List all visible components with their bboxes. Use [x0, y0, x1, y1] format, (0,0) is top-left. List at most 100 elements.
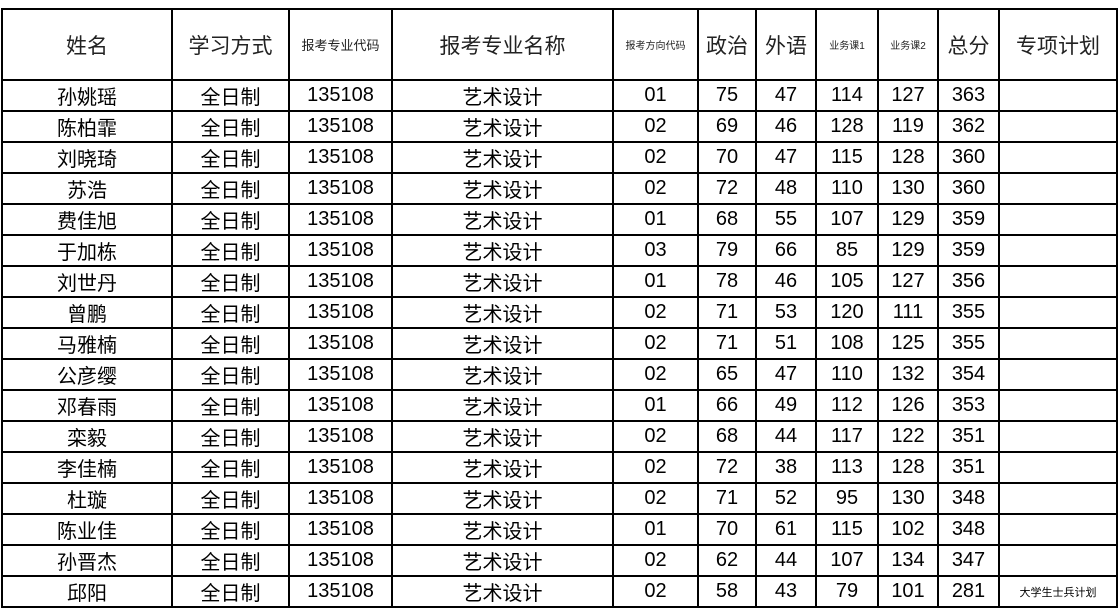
cell-study-mode: 全日制 [171, 141, 290, 174]
table-row: 刘世丹 全日制 135108 艺术设计 01 78 46 105 127 356 [1, 265, 1118, 298]
cell-politics: 69 [697, 110, 757, 143]
cell-politics: 71 [697, 482, 757, 515]
cell-foreign-language: 46 [755, 265, 817, 298]
cell-foreign-language: 48 [755, 172, 817, 205]
cell-course-2: 101 [877, 575, 939, 608]
cell-course-2: 130 [877, 172, 939, 205]
cell-course-1: 110 [815, 172, 879, 205]
cell-foreign-language: 53 [755, 296, 817, 329]
cell-major-name: 艺术设计 [391, 110, 614, 143]
cell-politics: 62 [697, 544, 757, 577]
cell-total: 355 [937, 296, 1000, 329]
cell-politics: 75 [697, 79, 757, 112]
header-direction-code: 报考方向代码 [612, 8, 699, 81]
cell-special-plan [998, 389, 1118, 422]
header-major-code: 报考专业代码 [288, 8, 393, 81]
cell-politics: 65 [697, 358, 757, 391]
cell-course-1: 120 [815, 296, 879, 329]
cell-study-mode: 全日制 [171, 420, 290, 453]
cell-major-name: 艺术设计 [391, 327, 614, 360]
table-row: 孙晋杰 全日制 135108 艺术设计 02 62 44 107 134 347 [1, 544, 1118, 577]
cell-major-code: 135108 [288, 79, 393, 112]
cell-name: 马雅楠 [1, 327, 173, 360]
cell-direction-code: 02 [612, 296, 699, 329]
cell-study-mode: 全日制 [171, 451, 290, 484]
cell-total: 359 [937, 203, 1000, 236]
cell-study-mode: 全日制 [171, 203, 290, 236]
cell-politics: 66 [697, 389, 757, 422]
cell-study-mode: 全日制 [171, 513, 290, 546]
cell-foreign-language: 47 [755, 358, 817, 391]
cell-total: 353 [937, 389, 1000, 422]
cell-special-plan: 大学生士兵计划 [998, 575, 1118, 608]
cell-total: 363 [937, 79, 1000, 112]
header-course-1: 业务课1 [815, 8, 879, 81]
cell-study-mode: 全日制 [171, 79, 290, 112]
cell-name: 公彦缨 [1, 358, 173, 391]
cell-course-1: 95 [815, 482, 879, 515]
cell-major-name: 艺术设计 [391, 172, 614, 205]
cell-special-plan [998, 544, 1118, 577]
table-row: 杜璇 全日制 135108 艺术设计 02 71 52 95 130 348 [1, 482, 1118, 515]
cell-course-2: 129 [877, 203, 939, 236]
cell-foreign-language: 61 [755, 513, 817, 546]
cell-course-1: 115 [815, 141, 879, 174]
cell-foreign-language: 51 [755, 327, 817, 360]
cell-major-code: 135108 [288, 141, 393, 174]
cell-direction-code: 02 [612, 575, 699, 608]
cell-study-mode: 全日制 [171, 296, 290, 329]
cell-major-code: 135108 [288, 172, 393, 205]
cell-total: 348 [937, 482, 1000, 515]
header-total: 总分 [937, 8, 1000, 81]
header-major-name: 报考专业名称 [391, 8, 614, 81]
cell-course-1: 110 [815, 358, 879, 391]
header-row: 姓名 学习方式 报考专业代码 报考专业名称 报考方向代码 政治 外语 业务课1 业务课2 总分 专项… [1, 8, 1118, 81]
cell-major-name: 艺术设计 [391, 389, 614, 422]
cell-name: 杜璇 [1, 482, 173, 515]
cell-major-name: 艺术设计 [391, 141, 614, 174]
cell-major-code: 135108 [288, 544, 393, 577]
table-row: 栾毅 全日制 135108 艺术设计 02 68 44 117 122 351 [1, 420, 1118, 453]
table-row: 邓春雨 全日制 135108 艺术设计 01 66 49 112 126 353 [1, 389, 1118, 422]
cell-direction-code: 01 [612, 513, 699, 546]
cell-direction-code: 02 [612, 544, 699, 577]
cell-course-1: 107 [815, 203, 879, 236]
cell-foreign-language: 52 [755, 482, 817, 515]
cell-foreign-language: 43 [755, 575, 817, 608]
cell-major-name: 艺术设计 [391, 544, 614, 577]
cell-politics: 71 [697, 327, 757, 360]
table-row: 邱阳 全日制 135108 艺术设计 02 58 43 79 101 281 大学生士兵计划 [1, 575, 1118, 608]
cell-total: 351 [937, 420, 1000, 453]
cell-total: 348 [937, 513, 1000, 546]
cell-major-code: 135108 [288, 327, 393, 360]
cell-special-plan [998, 451, 1118, 484]
cell-major-code: 135108 [288, 110, 393, 143]
cell-major-name: 艺术设计 [391, 234, 614, 267]
cell-special-plan [998, 420, 1118, 453]
cell-major-name: 艺术设计 [391, 296, 614, 329]
cell-politics: 58 [697, 575, 757, 608]
cell-study-mode: 全日制 [171, 327, 290, 360]
table-row: 曾鹏 全日制 135108 艺术设计 02 71 53 120 111 355 [1, 296, 1118, 329]
table-row: 马雅楠 全日制 135108 艺术设计 02 71 51 108 125 355 [1, 327, 1118, 360]
cell-name: 栾毅 [1, 420, 173, 453]
cell-major-code: 135108 [288, 296, 393, 329]
cell-course-2: 129 [877, 234, 939, 267]
cell-major-code: 135108 [288, 203, 393, 236]
cell-major-code: 135108 [288, 420, 393, 453]
cell-course-1: 115 [815, 513, 879, 546]
cell-direction-code: 02 [612, 327, 699, 360]
cell-major-code: 135108 [288, 451, 393, 484]
cell-course-2: 130 [877, 482, 939, 515]
header-special-plan: 专项计划 [998, 8, 1118, 81]
cell-special-plan [998, 203, 1118, 236]
cell-total: 360 [937, 172, 1000, 205]
cell-direction-code: 02 [612, 172, 699, 205]
cell-direction-code: 02 [612, 420, 699, 453]
header-foreign-language: 外语 [755, 8, 817, 81]
cell-total: 281 [937, 575, 1000, 608]
cell-study-mode: 全日制 [171, 544, 290, 577]
cell-major-name: 艺术设计 [391, 482, 614, 515]
cell-name: 曾鹏 [1, 296, 173, 329]
cell-special-plan [998, 327, 1118, 360]
